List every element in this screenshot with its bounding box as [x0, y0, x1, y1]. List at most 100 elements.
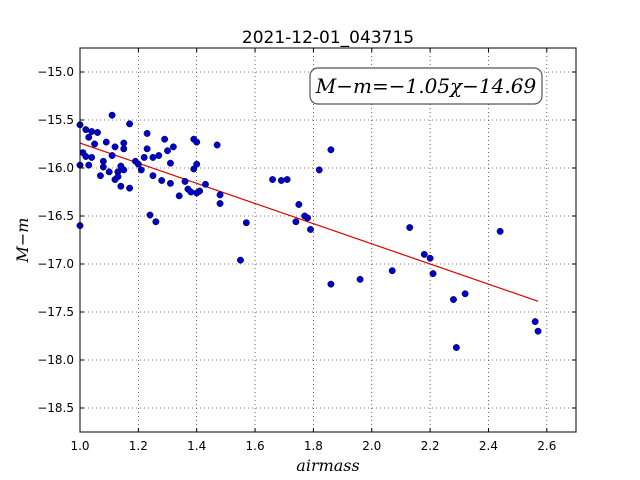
data-point: [496, 227, 504, 235]
data-point: [420, 250, 428, 258]
data-point: [120, 145, 128, 153]
data-point: [531, 318, 539, 326]
data-point: [143, 145, 151, 153]
x-tick-label: 1.8: [304, 439, 323, 453]
y-tick-label: −16.0: [37, 161, 74, 175]
data-point: [158, 177, 166, 184]
data-point: [149, 172, 157, 180]
x-tick-label: 1.6: [246, 439, 265, 453]
y-tick-label: −17.0: [37, 257, 74, 271]
y-tick-label: −16.5: [37, 209, 74, 223]
data-point: [426, 254, 434, 262]
data-point: [166, 159, 174, 167]
annotation-box: M−m=−1.05χ−14.69: [309, 67, 543, 105]
x-tick-label: 2.0: [362, 439, 381, 453]
data-point: [108, 111, 116, 119]
data-point: [88, 128, 96, 135]
data-point: [242, 219, 250, 227]
data-point: [187, 188, 195, 196]
data-point: [99, 163, 107, 171]
data-point: [102, 138, 110, 146]
x-tick-label: 2.2: [421, 439, 440, 453]
data-point: [117, 182, 125, 190]
data-point: [304, 214, 312, 222]
data-point: [82, 153, 90, 160]
data-point: [152, 218, 160, 226]
data-point: [356, 275, 364, 283]
data-point: [292, 218, 300, 226]
data-point: [143, 129, 151, 137]
data-point: [196, 187, 204, 195]
data-point: [213, 141, 221, 149]
chart-title: 2021-12-01_043715: [242, 28, 414, 48]
data-point: [452, 344, 460, 351]
data-point: [193, 138, 201, 146]
y-tick-label: −15.0: [37, 65, 74, 79]
fit-equation: M−m=−1.05χ−14.69: [315, 74, 537, 98]
y-tick-label: −18.5: [37, 401, 74, 415]
x-tick-label: 1.2: [129, 439, 148, 453]
x-tick-label: 2.4: [479, 439, 498, 453]
data-point: [327, 280, 335, 288]
y-axis: −15.0 −15.5 −16.0 −16.5 −17.0 −17.5 −18.0 −18.5: [37, 65, 576, 415]
data-point: [295, 201, 303, 208]
data-point: [85, 133, 93, 141]
data-point: [134, 160, 142, 168]
data-point: [164, 147, 171, 155]
data-point: [388, 267, 396, 275]
data-point: [85, 161, 93, 169]
x-tick-label: 1.4: [187, 439, 206, 453]
data-point: [155, 152, 163, 159]
data-point: [175, 192, 183, 200]
y-tick-label: −15.5: [37, 113, 74, 127]
data-point: [461, 290, 469, 298]
y-axis-label: M−m: [13, 218, 32, 264]
data-point: [327, 146, 335, 154]
data-point: [202, 180, 209, 188]
data-point: [161, 135, 169, 143]
data-point: [181, 177, 189, 185]
data-point: [406, 224, 414, 231]
data-point: [149, 153, 157, 161]
data-point: [120, 139, 128, 147]
data-point: [88, 153, 96, 161]
data-point: [114, 173, 122, 181]
data-point: [237, 256, 244, 264]
data-point: [307, 225, 314, 233]
data-point: [534, 327, 542, 335]
data-points: [76, 111, 542, 351]
data-point: [96, 172, 104, 180]
data-point: [108, 152, 116, 159]
data-point: [140, 153, 148, 161]
x-axis-label: airmass: [296, 456, 359, 475]
data-point: [120, 166, 128, 174]
fit-line: [79, 142, 539, 302]
data-point: [111, 143, 119, 151]
y-tick-label: −18.0: [37, 353, 74, 367]
data-point: [277, 177, 285, 184]
data-point: [429, 270, 437, 278]
data-point: [166, 179, 174, 187]
data-point: [82, 126, 90, 134]
x-tick-label: 1.0: [70, 439, 89, 453]
data-point: [193, 160, 201, 168]
data-point: [283, 176, 291, 183]
data-point: [137, 166, 145, 174]
plot-area: [80, 48, 576, 432]
y-tick-label: −17.5: [37, 305, 74, 319]
data-point: [105, 168, 113, 176]
data-point: [126, 184, 134, 192]
data-point: [216, 191, 224, 199]
data-point: [146, 211, 154, 219]
data-point: [99, 157, 107, 165]
data-point: [126, 120, 134, 128]
plot-frame: [79, 47, 577, 433]
data-point: [450, 296, 457, 303]
data-point: [91, 140, 99, 148]
data-point: [94, 129, 101, 136]
data-point: [169, 143, 177, 151]
data-point: [315, 166, 323, 174]
data-point: [269, 176, 277, 183]
data-point: [216, 200, 224, 207]
